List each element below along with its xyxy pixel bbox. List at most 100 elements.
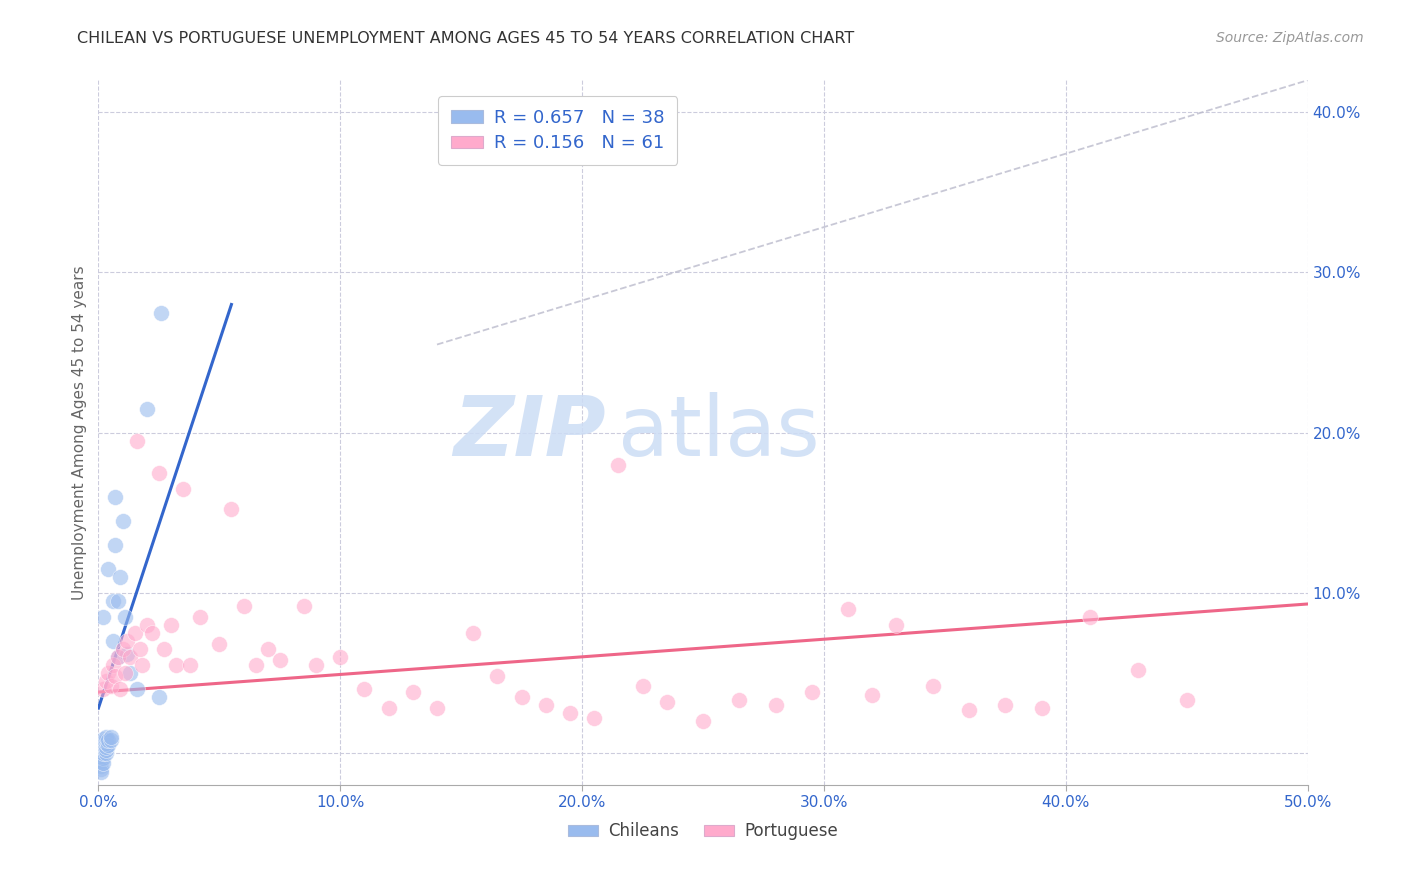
Text: CHILEAN VS PORTUGUESE UNEMPLOYMENT AMONG AGES 45 TO 54 YEARS CORRELATION CHART: CHILEAN VS PORTUGUESE UNEMPLOYMENT AMONG…	[77, 31, 855, 46]
Point	[150, 305, 173, 319]
Point	[510, 690, 533, 704]
Point	[148, 466, 170, 480]
Point	[353, 681, 375, 696]
Point	[91, 738, 114, 752]
Point	[148, 690, 170, 704]
Point	[94, 673, 117, 688]
Point	[101, 633, 124, 648]
Point	[111, 641, 134, 656]
Point	[90, 762, 112, 776]
Point	[94, 739, 117, 754]
Point	[1078, 609, 1101, 624]
Point	[232, 599, 254, 613]
Point	[402, 685, 425, 699]
Point	[994, 698, 1017, 712]
Point	[463, 625, 485, 640]
Point	[90, 765, 112, 780]
Point	[91, 746, 114, 760]
Point	[127, 434, 149, 448]
Point	[117, 633, 139, 648]
Point	[957, 703, 980, 717]
Point	[100, 733, 122, 747]
Point	[114, 665, 136, 680]
Y-axis label: Unemployment Among Ages 45 to 54 years: Unemployment Among Ages 45 to 54 years	[72, 265, 87, 600]
Point	[90, 754, 112, 768]
Point	[97, 738, 120, 752]
Point	[104, 538, 127, 552]
Point	[97, 733, 120, 747]
Point	[558, 706, 581, 720]
Text: atlas: atlas	[619, 392, 820, 473]
Point	[104, 669, 127, 683]
Point	[583, 711, 606, 725]
Point	[107, 649, 129, 664]
Point	[101, 657, 124, 672]
Point	[179, 657, 201, 672]
Point	[886, 617, 908, 632]
Point	[94, 742, 117, 756]
Point	[91, 741, 114, 756]
Point	[127, 681, 149, 696]
Point	[160, 617, 183, 632]
Point	[607, 458, 630, 472]
Point	[135, 617, 157, 632]
Point	[97, 562, 120, 576]
Point	[135, 401, 157, 416]
Point	[141, 625, 163, 640]
Point	[172, 482, 194, 496]
Point	[107, 594, 129, 608]
Point	[94, 746, 117, 760]
Point	[655, 695, 678, 709]
Point	[692, 714, 714, 728]
Point	[837, 601, 859, 615]
Point	[124, 625, 146, 640]
Point	[377, 701, 399, 715]
Point	[1128, 663, 1150, 677]
Point	[292, 599, 315, 613]
Point	[728, 693, 751, 707]
Point	[91, 609, 114, 624]
Point	[117, 647, 139, 661]
Point	[921, 679, 943, 693]
Point	[188, 609, 211, 624]
Point	[111, 514, 134, 528]
Point	[486, 669, 509, 683]
Point	[128, 641, 150, 656]
Point	[118, 665, 141, 680]
Point	[800, 685, 823, 699]
Point	[1175, 693, 1198, 707]
Point	[534, 698, 557, 712]
Point	[426, 701, 449, 715]
Point	[860, 688, 883, 702]
Point	[90, 758, 112, 772]
Point	[118, 649, 141, 664]
Point	[208, 637, 231, 651]
Point	[329, 649, 352, 664]
Point	[101, 594, 124, 608]
Point	[97, 665, 120, 680]
Point	[305, 657, 328, 672]
Point	[107, 649, 129, 664]
Point	[94, 736, 117, 750]
Point	[91, 756, 114, 770]
Legend: Chileans, Portuguese: Chileans, Portuguese	[561, 816, 845, 847]
Point	[221, 502, 243, 516]
Point	[91, 750, 114, 764]
Point	[1031, 701, 1053, 715]
Point	[100, 679, 122, 693]
Point	[100, 730, 122, 744]
Point	[94, 733, 117, 747]
Point	[631, 679, 654, 693]
Point	[165, 657, 187, 672]
Point	[765, 698, 787, 712]
Point	[114, 609, 136, 624]
Point	[108, 570, 131, 584]
Point	[91, 681, 114, 696]
Point	[269, 653, 291, 667]
Point	[245, 657, 267, 672]
Point	[94, 730, 117, 744]
Point	[108, 681, 131, 696]
Point	[91, 735, 114, 749]
Text: Source: ZipAtlas.com: Source: ZipAtlas.com	[1216, 31, 1364, 45]
Point	[91, 731, 114, 746]
